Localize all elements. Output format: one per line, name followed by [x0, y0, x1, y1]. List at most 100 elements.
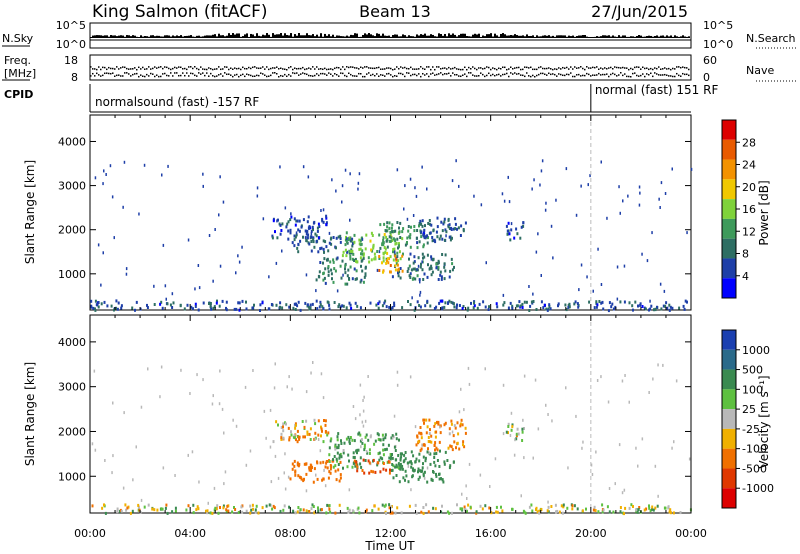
range-cell	[479, 473, 482, 477]
range-cell	[261, 301, 264, 305]
range-cell	[511, 306, 514, 310]
range-cell	[425, 418, 428, 422]
range-cell	[111, 195, 114, 199]
range-cell	[473, 304, 476, 308]
range-cell	[639, 303, 642, 307]
nave-sample	[532, 74, 534, 77]
range-cell	[616, 265, 619, 269]
nsky-sample	[688, 36, 690, 38]
freq-sample	[562, 66, 564, 69]
range-cell	[143, 163, 146, 167]
range-cell	[321, 429, 323, 433]
freq-sample	[566, 66, 568, 69]
range-cell	[97, 305, 100, 309]
nsky-sample	[602, 35, 604, 38]
range-cell	[372, 458, 375, 462]
freq-sample	[612, 68, 614, 70]
range-cell	[547, 510, 550, 514]
range-cell	[437, 420, 440, 424]
range-cell	[443, 265, 446, 269]
range-cell	[385, 512, 387, 515]
range-cell	[428, 219, 431, 222]
range-cell	[324, 423, 327, 427]
range-cell	[161, 507, 164, 511]
range-cell	[279, 223, 282, 227]
freq-sample	[608, 67, 610, 69]
nsky-sample	[172, 35, 174, 38]
nsky-sample	[610, 36, 612, 38]
nave-sample	[96, 72, 98, 75]
cpid-second-program: normal (fast) 151 RF	[595, 83, 719, 97]
nave-sample	[644, 75, 646, 78]
nave-sample	[394, 75, 396, 77]
nave-sample	[250, 74, 252, 77]
nsky-sample	[480, 36, 482, 38]
range-cell	[352, 252, 355, 256]
range-cell	[606, 505, 609, 509]
nsky-sample	[308, 35, 310, 38]
nave-sample	[512, 73, 514, 75]
range-cell	[406, 236, 409, 240]
range-cell	[423, 476, 426, 480]
nave-sample	[536, 74, 538, 77]
nave-sample	[156, 74, 158, 76]
nave-sample	[200, 73, 202, 75]
nave-sample	[230, 74, 232, 76]
freq-sample	[486, 66, 488, 68]
range-cell	[482, 300, 485, 304]
freq-sample	[500, 68, 502, 70]
nsky-sample	[606, 35, 608, 38]
range-cell	[657, 363, 659, 367]
range-cell	[431, 239, 434, 243]
nave-sample	[446, 73, 448, 75]
range-cell	[388, 305, 391, 309]
freq-sample	[370, 67, 372, 69]
range-cell	[286, 385, 288, 389]
range-cell	[313, 511, 316, 515]
range-cell	[189, 392, 191, 395]
range-cell	[328, 241, 331, 245]
range-cell	[418, 475, 421, 479]
range-cell	[458, 184, 460, 188]
colorbar-tick-label: 24	[742, 159, 756, 172]
range-cell	[351, 244, 354, 248]
nsky-sample	[444, 33, 446, 38]
freq-sample	[328, 68, 330, 71]
nave-sample	[434, 74, 436, 76]
range-cell	[420, 510, 423, 514]
range-cell	[233, 307, 236, 311]
nave-sample	[556, 75, 558, 77]
range-cell	[120, 304, 123, 308]
range-cell	[356, 465, 359, 469]
range-cell	[386, 251, 389, 255]
range-cell	[341, 304, 344, 308]
range-cell	[135, 445, 137, 449]
colorbar-segment	[722, 258, 736, 279]
nave-sample	[616, 75, 618, 77]
nave-sample	[286, 75, 288, 78]
nave-sample	[220, 73, 222, 75]
range-cell	[394, 458, 397, 462]
range-cell	[369, 301, 372, 305]
range-cell	[339, 240, 342, 244]
range-cell	[446, 510, 449, 514]
range-cell	[194, 302, 197, 306]
range-cell	[326, 258, 329, 262]
freq-sample	[120, 67, 122, 69]
range-cell	[379, 223, 382, 227]
range-cell	[437, 278, 440, 281]
nave-sample	[554, 73, 556, 76]
range-cell	[305, 239, 308, 243]
range-cell	[520, 494, 522, 498]
range-cell	[320, 246, 323, 250]
nave-sample	[244, 75, 246, 78]
range-cell	[382, 443, 385, 447]
freq-sample	[536, 68, 538, 71]
range-cell	[282, 422, 285, 426]
range-cell	[564, 303, 567, 307]
range-cell	[451, 262, 454, 266]
range-cell	[347, 453, 350, 457]
range-cell	[293, 436, 296, 440]
y-tick-label: 4000	[58, 135, 86, 148]
range-cell	[351, 509, 354, 513]
